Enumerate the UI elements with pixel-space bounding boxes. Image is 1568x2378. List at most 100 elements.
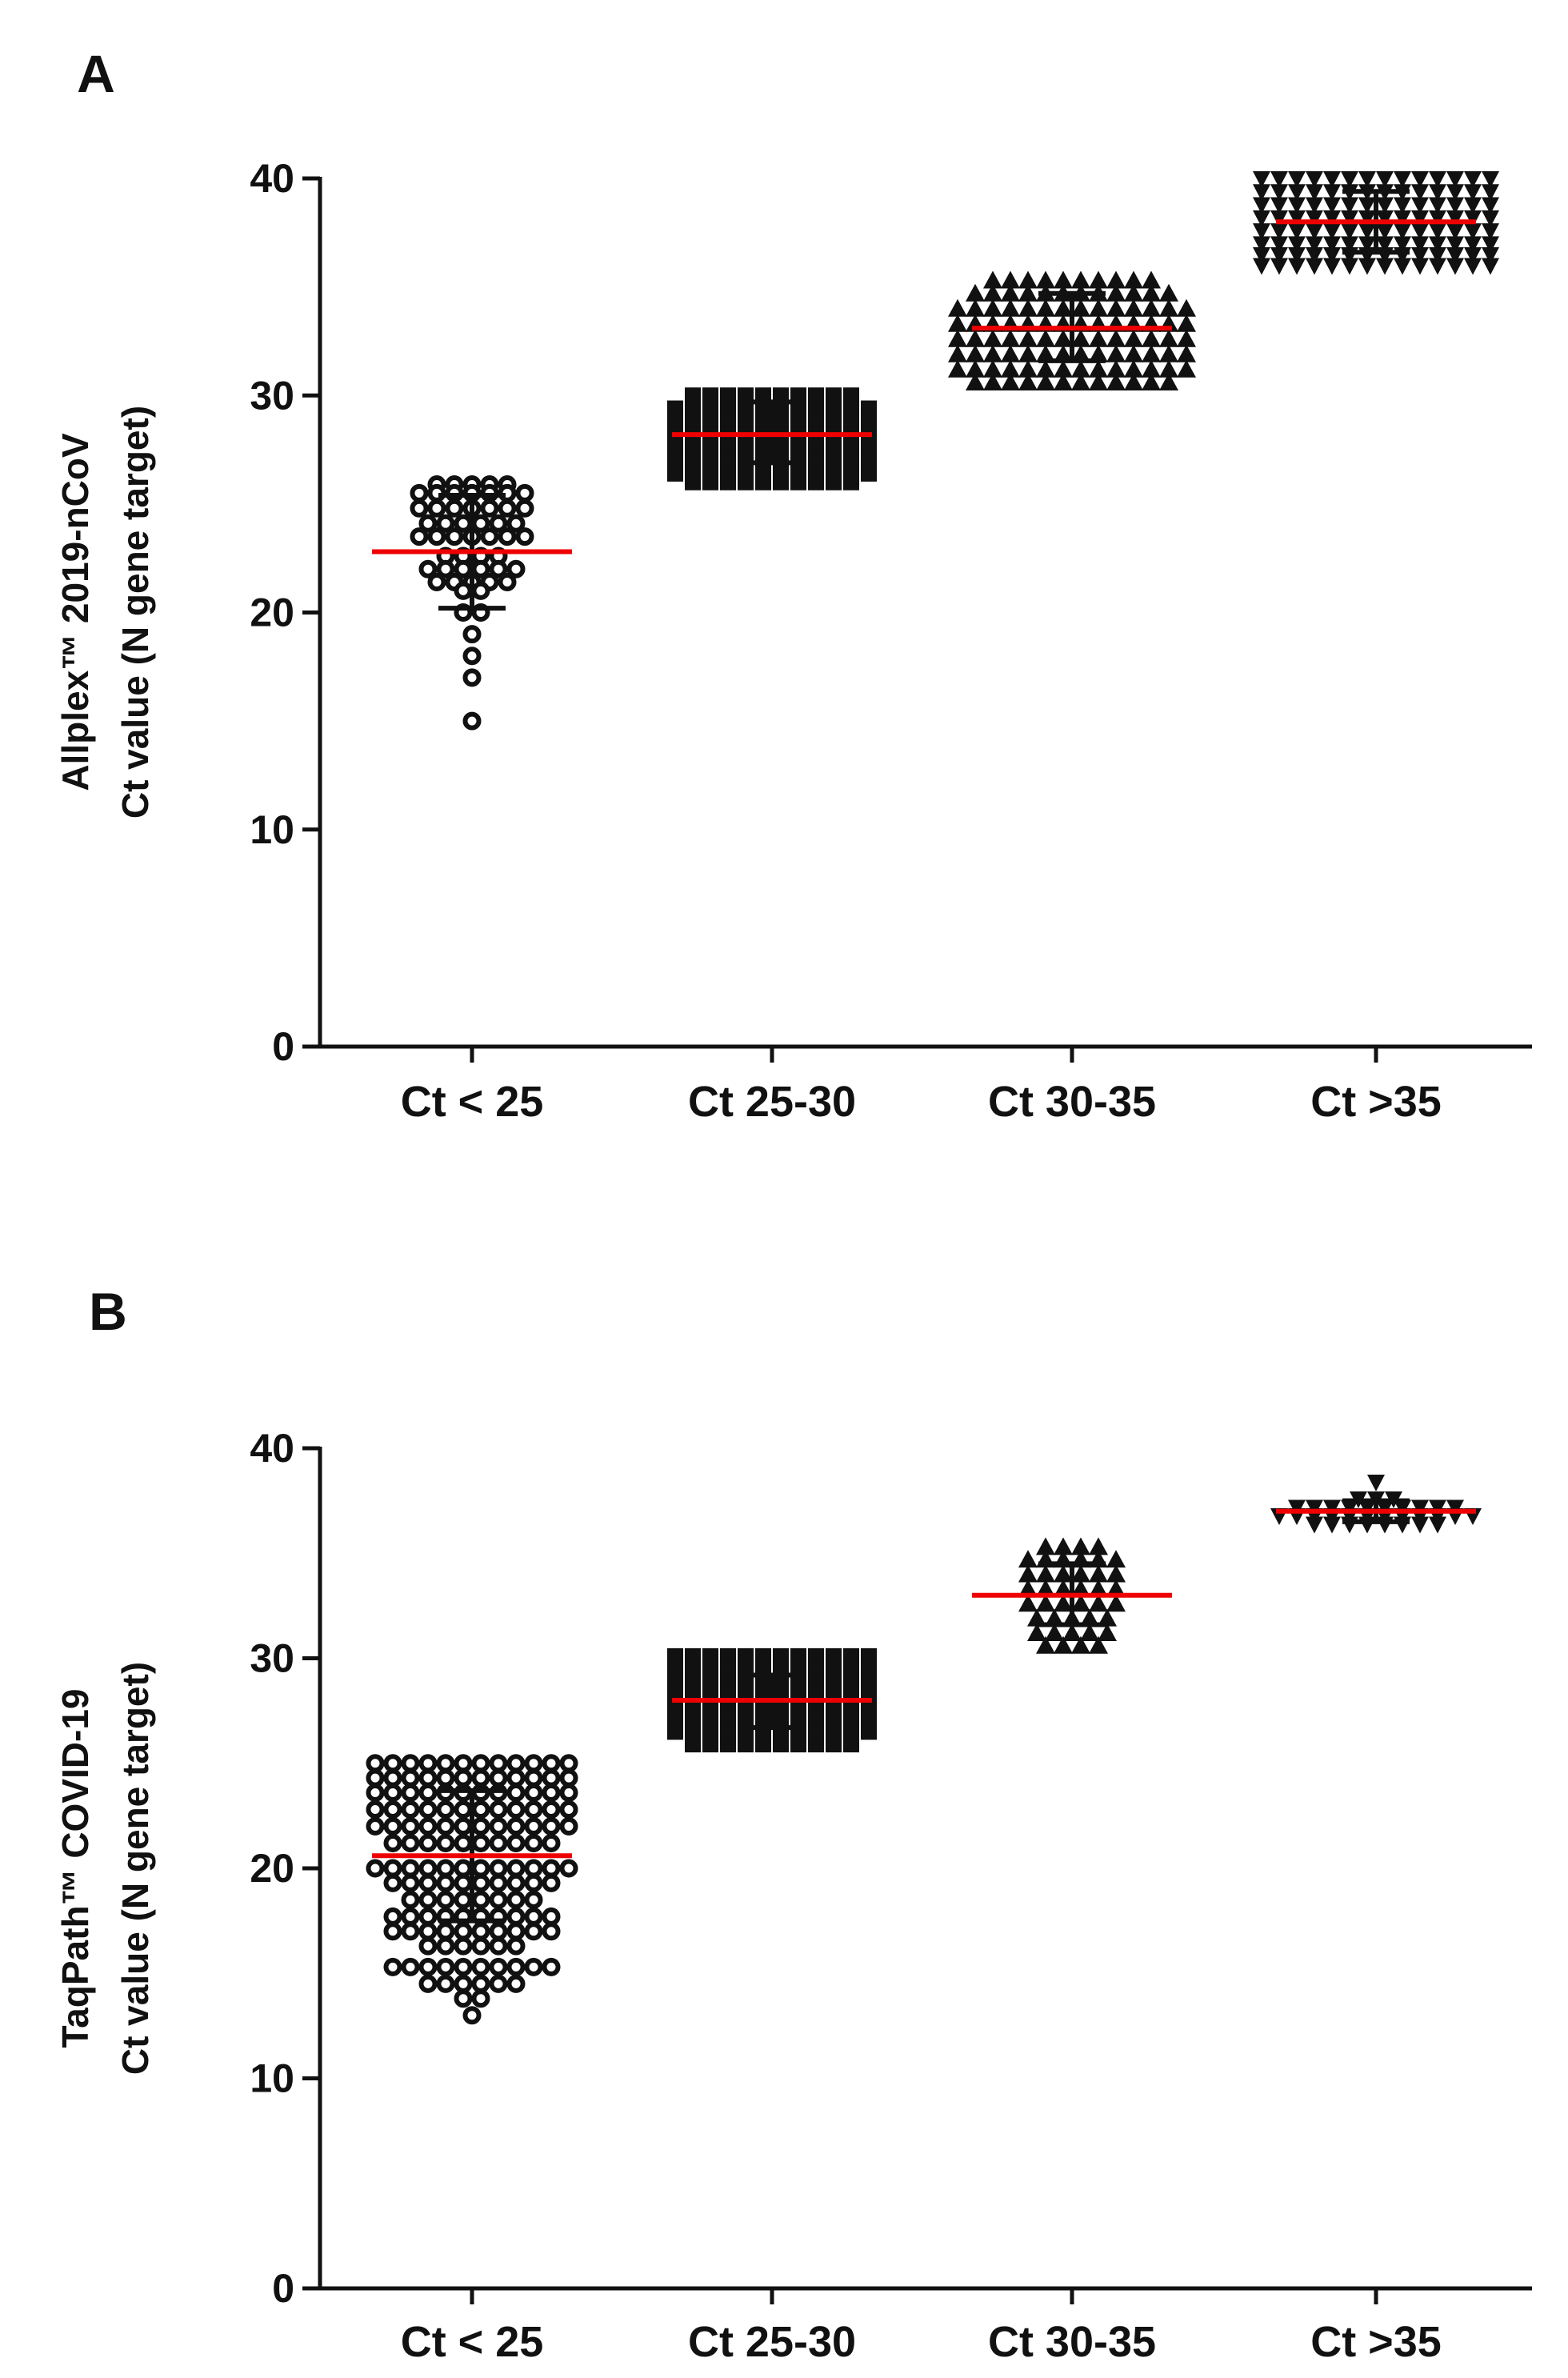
data-point: [1071, 1579, 1090, 1597]
data-point: [524, 1768, 543, 1788]
data-point: [1045, 1608, 1064, 1627]
group-2: [972, 1537, 1172, 1654]
data-point: [418, 1834, 438, 1852]
data-point: [808, 1647, 824, 1664]
data-point: [843, 474, 859, 490]
data-point: [843, 452, 859, 469]
data-point: [401, 1873, 420, 1892]
data-point: [1071, 372, 1090, 390]
data-point: [515, 483, 534, 502]
data-point: [436, 1890, 455, 1909]
x-tick-label: Ct 30-35: [988, 1078, 1156, 1126]
data-point: [1001, 283, 1020, 302]
data-point: [948, 298, 967, 317]
data-point: [1036, 1564, 1055, 1583]
data-point: [1124, 270, 1143, 289]
data-point: [685, 452, 701, 469]
data-point: [1411, 246, 1429, 264]
data-point: [454, 1957, 473, 1976]
data-point: [480, 498, 499, 518]
data-point: [755, 439, 771, 456]
data-point: [755, 413, 771, 430]
data-point: [790, 400, 806, 417]
data-point: [401, 1800, 420, 1819]
data-point: [471, 1989, 490, 2008]
data-point: [498, 498, 517, 518]
data-point: [462, 711, 482, 731]
data-point: [685, 413, 701, 430]
y-tick-label: 20: [250, 1846, 294, 1891]
data-point: [1159, 283, 1178, 302]
group-3: [1270, 1475, 1482, 1534]
data-point: [418, 1817, 438, 1836]
data-point: [1446, 184, 1464, 202]
data-point: [383, 1873, 402, 1892]
data-point: [427, 527, 446, 546]
data-point: [471, 1800, 490, 1819]
data-point: [702, 387, 718, 404]
data-point: [1124, 344, 1143, 362]
data-point: [1323, 184, 1341, 202]
data-point: [826, 1736, 842, 1753]
data-point: [702, 439, 718, 456]
data-point: [702, 1660, 718, 1677]
data-point: [826, 1723, 842, 1740]
data-point: [1054, 359, 1073, 378]
data-point: [1001, 270, 1020, 289]
data-point: [1341, 197, 1358, 214]
data-point: [489, 1936, 508, 1956]
data-point: [1089, 1594, 1108, 1612]
data-point: [471, 1768, 490, 1788]
data-point: [1142, 359, 1161, 378]
data-point: [454, 581, 473, 600]
data-point: [542, 1817, 561, 1836]
data-point: [542, 1754, 561, 1773]
data-point: [454, 1890, 473, 1909]
data-point: [861, 439, 877, 456]
data-point: [524, 1800, 543, 1819]
data-point: [1288, 184, 1306, 202]
data-point: [808, 1723, 824, 1740]
data-point: [542, 1784, 561, 1802]
data-point: [826, 439, 842, 456]
data-point: [755, 1647, 771, 1664]
data-point: [1341, 1516, 1358, 1534]
data-point: [861, 1723, 877, 1740]
data-point: [1323, 171, 1341, 188]
data-point: [826, 474, 842, 490]
data-point: [1341, 258, 1358, 275]
data-point: [843, 1673, 859, 1690]
data-point: [1253, 258, 1270, 275]
data-point: [738, 1711, 754, 1727]
x-tick-label: Ct 25-30: [688, 1078, 856, 1126]
data-point: [1106, 270, 1126, 289]
data-point: [1323, 246, 1341, 264]
data-point: [1394, 258, 1411, 275]
data-point: [720, 413, 736, 430]
data-point: [843, 1647, 859, 1664]
data-point: [1124, 329, 1143, 347]
data-point: [1106, 344, 1126, 362]
data-point: [1411, 258, 1429, 275]
data-point: [506, 1817, 526, 1836]
data-point: [861, 1673, 877, 1690]
data-point: [454, 1936, 473, 1956]
group-0: [372, 474, 572, 731]
data-point: [462, 2006, 482, 2025]
data-point: [702, 1723, 718, 1740]
data-point: [524, 1817, 543, 1836]
data-point: [454, 1873, 473, 1892]
data-point: [1394, 223, 1411, 241]
data-point: [515, 527, 534, 546]
data-point: [559, 1754, 578, 1773]
data-point: [1482, 184, 1499, 202]
data-point: [808, 400, 824, 417]
data-point: [1018, 1594, 1038, 1612]
data-point: [1253, 197, 1270, 214]
data-point: [1001, 344, 1020, 362]
data-point: [808, 387, 824, 404]
data-point: [489, 1768, 508, 1788]
data-point: [773, 474, 789, 490]
data-point: [542, 1907, 561, 1926]
data-point: [1270, 171, 1288, 188]
